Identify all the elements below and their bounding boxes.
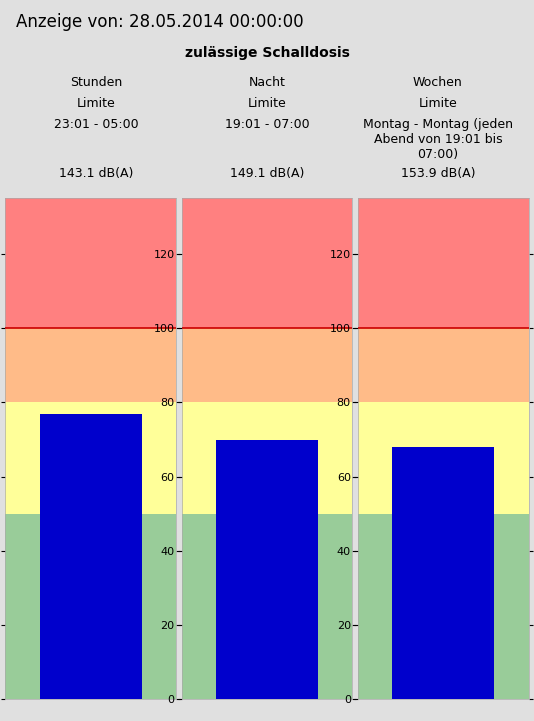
Text: Limite: Limite bbox=[248, 97, 286, 110]
Text: Anzeige von: 28.05.2014 00:00:00: Anzeige von: 28.05.2014 00:00:00 bbox=[16, 14, 304, 32]
Bar bbox=[182, 514, 352, 699]
Bar bbox=[40, 414, 142, 699]
Bar bbox=[358, 514, 529, 699]
Bar bbox=[5, 198, 176, 328]
Bar bbox=[182, 402, 352, 514]
Bar bbox=[5, 514, 176, 699]
Bar bbox=[182, 328, 352, 402]
Bar bbox=[182, 514, 352, 699]
Bar bbox=[5, 402, 176, 514]
Text: zulässige Schalldosis: zulässige Schalldosis bbox=[185, 46, 349, 60]
Bar bbox=[358, 198, 529, 328]
Text: Stunden: Stunden bbox=[70, 76, 122, 89]
Bar bbox=[358, 514, 529, 699]
Text: 153.9 dB(A): 153.9 dB(A) bbox=[400, 167, 475, 180]
Bar bbox=[5, 514, 176, 699]
Text: 23:01 - 05:00: 23:01 - 05:00 bbox=[54, 118, 138, 131]
Text: Montag - Montag (jeden
Abend von 19:01 bis
07:00): Montag - Montag (jeden Abend von 19:01 b… bbox=[363, 118, 513, 162]
Bar bbox=[5, 328, 176, 402]
Bar bbox=[392, 447, 494, 699]
Bar bbox=[216, 440, 318, 699]
Text: Limite: Limite bbox=[77, 97, 115, 110]
Text: Wochen: Wochen bbox=[413, 76, 463, 89]
Text: Limite: Limite bbox=[419, 97, 457, 110]
Text: 19:01 - 07:00: 19:01 - 07:00 bbox=[225, 118, 309, 131]
Bar bbox=[182, 198, 352, 328]
Bar bbox=[358, 328, 529, 402]
Text: 149.1 dB(A): 149.1 dB(A) bbox=[230, 167, 304, 180]
Text: Nacht: Nacht bbox=[248, 76, 286, 89]
Text: 143.1 dB(A): 143.1 dB(A) bbox=[59, 167, 134, 180]
Bar bbox=[358, 402, 529, 514]
